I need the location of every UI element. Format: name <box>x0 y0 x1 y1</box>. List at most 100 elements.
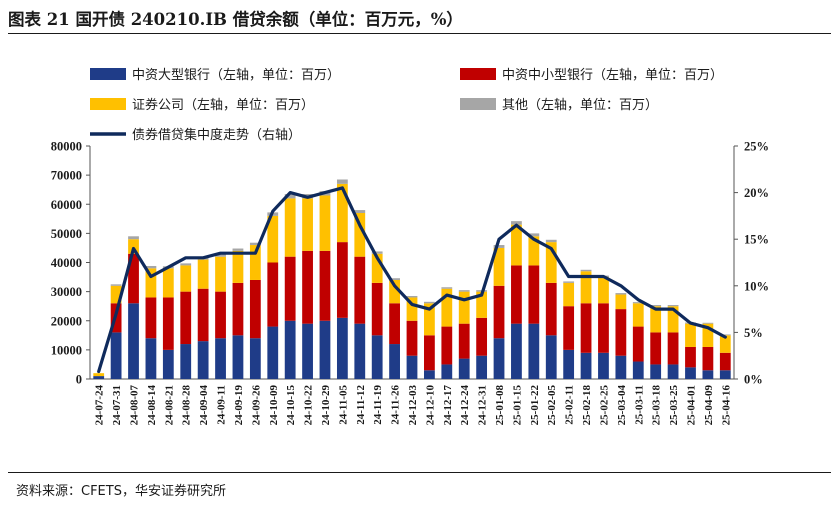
bar-others <box>511 221 522 225</box>
bar-small_banks <box>197 288 209 342</box>
bar-securities <box>563 282 575 307</box>
left-tick-label: 30000 <box>51 285 82 299</box>
bar-others <box>650 305 662 307</box>
bar-small_banks <box>389 303 400 345</box>
bar-big_banks <box>650 364 662 379</box>
bar-big_banks <box>197 341 209 379</box>
bar-others <box>545 239 557 243</box>
legend-label-big_banks: 中资大型银行（左轴，单位：百万） <box>132 68 340 83</box>
bar-big_banks <box>406 355 418 379</box>
x-tick-label: 25-03-18 <box>651 385 663 426</box>
bar-securities <box>180 265 192 292</box>
legend-item-big_banks: 中资大型银行（左轴，单位：百万） <box>90 68 340 83</box>
x-tick-label: 24-08-07 <box>129 385 141 426</box>
bar-big_banks <box>110 332 122 379</box>
x-tick-label: 25-04-01 <box>685 385 697 425</box>
x-tick-label: 24-12-31 <box>477 385 489 425</box>
bar-securities <box>511 224 522 266</box>
bar-securities <box>93 373 105 377</box>
right-tick-label: 5% <box>744 326 763 340</box>
bar-big_banks <box>545 335 557 379</box>
left-tick-label: 70000 <box>51 169 82 183</box>
bar-others <box>145 265 157 269</box>
x-tick-label: 24-10-15 <box>285 385 297 426</box>
bar-securities <box>476 291 488 318</box>
right-tick-label: 20% <box>744 186 769 200</box>
bar-others <box>232 248 244 251</box>
legend-item-others: 其他（左轴，单位：百万） <box>460 98 658 113</box>
bar-securities <box>354 212 366 257</box>
x-tick-label: 24-10-22 <box>303 385 315 426</box>
bar-small_banks <box>563 306 575 350</box>
legend-item-securities: 证券公司（左轴，单位：百万） <box>90 97 314 113</box>
bar-securities <box>371 253 383 283</box>
bar-big_banks <box>371 335 383 379</box>
bar-big_banks <box>598 352 609 379</box>
x-tick-label: 24-10-29 <box>320 385 332 426</box>
bar-securities <box>249 245 261 280</box>
bar-big_banks <box>180 344 192 379</box>
bar-big_banks <box>493 338 505 379</box>
bar-others <box>336 179 348 184</box>
legend-swatch-small_banks <box>460 68 496 80</box>
bar-small_banks <box>476 317 488 356</box>
bar-small_banks <box>493 285 505 339</box>
bar-others <box>215 254 226 257</box>
bar-small_banks <box>406 320 418 356</box>
bar-big_banks <box>702 370 714 379</box>
bar-big_banks <box>267 326 279 379</box>
legend-swatch-others <box>460 98 496 110</box>
bar-small_banks <box>719 352 731 371</box>
bar-big_banks <box>580 352 592 379</box>
bar-others <box>493 245 505 248</box>
bar-big_banks <box>615 355 627 379</box>
bar-securities <box>110 285 122 304</box>
bar-small_banks <box>215 291 226 339</box>
legend-swatch-securities <box>90 98 126 110</box>
x-tick-label: 24-08-28 <box>181 385 193 426</box>
right-tick-label: 25% <box>744 140 769 154</box>
bar-small_banks <box>128 253 139 304</box>
bar-others <box>424 301 435 304</box>
bar-securities <box>632 303 644 327</box>
left-tick-label: 50000 <box>51 227 82 241</box>
bar-big_banks <box>336 317 348 379</box>
legend-label-concentration: 债券借贷集中度走势（右轴） <box>132 127 301 143</box>
bar-securities <box>441 288 453 327</box>
x-tick-label: 25-01-15 <box>511 385 523 426</box>
bar-small_banks <box>424 335 435 371</box>
bar-small_banks <box>632 326 644 362</box>
bar-small_banks <box>511 265 522 324</box>
bar-big_banks <box>128 303 139 379</box>
left-tick-label: 10000 <box>51 343 82 357</box>
axes: 0 10000 20000 30000 40000 50000 60000 70000 8000… <box>51 140 769 387</box>
x-tick-label: 24-08-21 <box>163 385 175 425</box>
bar-securities <box>458 291 470 324</box>
bar-small_banks <box>545 282 557 336</box>
bar-securities <box>719 335 731 353</box>
bar-big_banks <box>389 344 400 379</box>
bar-small_banks <box>650 332 662 365</box>
bar-small_banks <box>319 250 331 321</box>
bar-big_banks <box>249 338 261 379</box>
bar-small_banks <box>667 332 679 365</box>
right-tick-label: 10% <box>744 279 769 293</box>
bar-small_banks <box>598 303 609 353</box>
bar-small_banks <box>528 265 540 324</box>
source-note: 资料来源：CFETS，华安证券研究所 <box>16 484 226 499</box>
bar-small_banks <box>685 346 696 368</box>
left-tick-label: 20000 <box>51 314 82 328</box>
bar-small_banks <box>180 291 192 345</box>
bar-securities <box>215 256 226 292</box>
bar-securities <box>232 250 244 283</box>
bar-others <box>615 293 627 295</box>
bar-others <box>110 284 122 286</box>
x-tick-label: 25-02-05 <box>546 385 558 426</box>
bar-big_banks <box>685 367 696 379</box>
bar-securities <box>302 198 313 251</box>
bar-securities <box>580 271 592 304</box>
bar-securities <box>528 236 540 266</box>
legend-label-securities: 证券公司（左轴，单位：百万） <box>132 97 314 113</box>
x-tick-label: 25-01-22 <box>529 385 541 426</box>
bar-securities <box>197 259 209 289</box>
